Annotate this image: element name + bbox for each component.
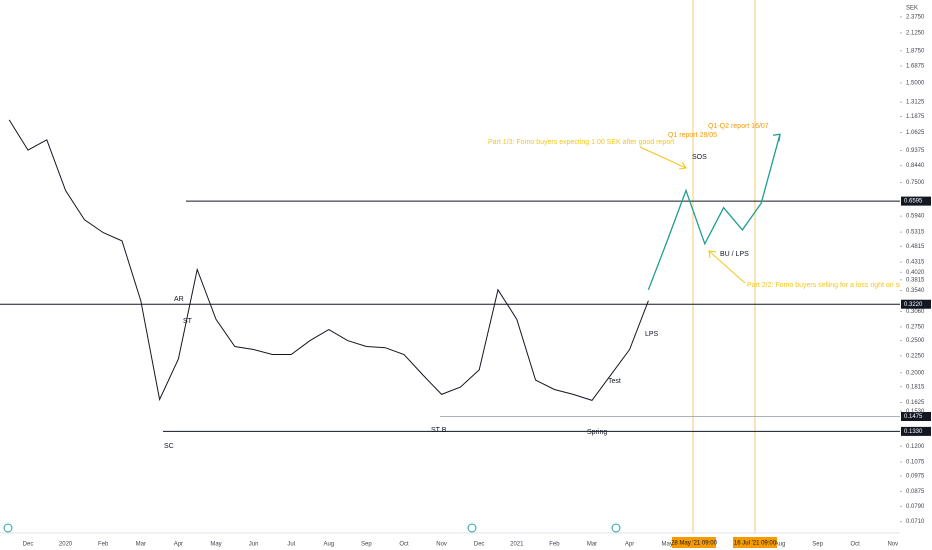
- y-tick-label: 1.6875: [906, 64, 925, 70]
- y-tick-label: 1.1875: [906, 114, 925, 120]
- y-tick-label: 0.0875: [906, 489, 925, 495]
- x-tick-label: Oct: [399, 542, 409, 548]
- y-tick-label: 0.9375: [906, 148, 925, 154]
- arrow-head: [708, 250, 717, 259]
- y-tick-label: 1.8750: [906, 48, 925, 54]
- x-tick-label: Oct: [851, 542, 861, 548]
- y-tick-label: 1.3125: [906, 100, 925, 106]
- annotation: Q1 report 28/05: [668, 132, 717, 139]
- y-tick-label: 1.0625: [906, 130, 925, 136]
- x-tick-label: Nov: [436, 542, 447, 548]
- x-tick-label: Mar: [136, 542, 146, 548]
- x-tick-label: Aug: [775, 542, 786, 548]
- x-tick-label: Aug: [323, 542, 334, 548]
- y-tick-label: 0.2000: [906, 370, 925, 376]
- x-tick-label: Sep: [361, 542, 372, 548]
- x-tick-label: Sep: [812, 542, 823, 548]
- arrow-head: [772, 133, 781, 142]
- y-tick-label: 0.4020: [906, 270, 925, 276]
- currency: SEK: [906, 6, 918, 12]
- y-tick-label: 0.0975: [906, 474, 925, 480]
- level-label: 0.1475: [904, 414, 923, 420]
- date-label: 16 Jul '21 09:00: [734, 541, 777, 547]
- y-tick-label: 0.1200: [906, 444, 925, 450]
- x-tick-label: Jul: [287, 542, 295, 548]
- annotation: ST B: [431, 427, 447, 434]
- event-icon[interactable]: [611, 523, 621, 533]
- y-tick-label: 0.3540: [906, 288, 925, 294]
- y-tick-label: 0.0710: [906, 519, 925, 525]
- date-box: [733, 537, 777, 548]
- arrow: [708, 250, 746, 284]
- clip: Part 2/2: Fomo buyers selling for a loss…: [747, 282, 919, 289]
- event-icon[interactable]: [467, 523, 477, 533]
- y-tick-label: 0.2500: [906, 338, 925, 344]
- y-tick-label: 0.3060: [906, 309, 925, 315]
- x-tick-label: 2020: [59, 542, 73, 548]
- price-line: [8, 119, 649, 402]
- annotation: Part 2/2: Fomo buyers selling for a loss…: [747, 282, 919, 289]
- x-tick-label: Nov: [887, 542, 898, 548]
- price-line: [647, 134, 781, 291]
- y-tick-label: 0.0790: [906, 504, 925, 510]
- annotation: LPS: [645, 331, 659, 338]
- y-tick-label: 0.3815: [906, 277, 925, 283]
- y-tick-label: 0.4315: [906, 260, 925, 266]
- y-tick-label: 2.1250: [906, 30, 925, 36]
- level-box: [901, 426, 931, 436]
- level-label: 0.3220: [904, 302, 923, 308]
- x-tick-label: Feb: [98, 542, 109, 548]
- y-tick-label: 1.5000: [906, 81, 925, 87]
- annotation: SC: [164, 443, 174, 450]
- annotation: SOS: [692, 154, 707, 161]
- x-tick-label: Mar: [587, 542, 597, 548]
- date-box: [672, 537, 716, 548]
- x-tick-label: Jun: [249, 542, 259, 548]
- y-tick-label: 0.2250: [906, 353, 925, 359]
- annotation: Part 1/3: Fomo buyers expecting 1.00 SEK…: [488, 139, 674, 146]
- y-tick-label: 0.1815: [906, 384, 925, 390]
- y-tick-label: 0.5940: [906, 214, 925, 220]
- y-tick-label: 0.1625: [906, 400, 925, 406]
- y-tick-label: 2.3750: [906, 14, 925, 20]
- arrow: [639, 146, 687, 169]
- arrow-head: [678, 161, 687, 170]
- x-tick-label: Feb: [549, 542, 560, 548]
- annotation: AR: [174, 296, 184, 303]
- y-tick-label: 0.1530: [906, 409, 925, 415]
- x-tick-label: Dec: [474, 542, 485, 548]
- event-icon[interactable]: [3, 523, 13, 533]
- annotation: ST: [183, 318, 193, 325]
- x-tick-label: May: [210, 542, 221, 548]
- x-tick-label: 2021: [510, 542, 524, 548]
- date-label: 28 May '21 09:00: [671, 541, 718, 547]
- y-tick-label: 0.7500: [906, 180, 925, 186]
- x-tick-label: May: [662, 542, 673, 548]
- x-tick-label: Apr: [625, 542, 634, 548]
- level-box: [901, 412, 931, 422]
- y-tick-label: 0.4815: [906, 244, 925, 250]
- y-tick-label: 0.1075: [906, 460, 925, 466]
- annotation: Spring: [587, 429, 607, 436]
- annotation: Test: [608, 378, 621, 385]
- y-tick-label: 0.8440: [906, 163, 925, 169]
- x-tick-label: Dec: [23, 542, 34, 548]
- x-tick-label: Apr: [174, 542, 183, 548]
- level-label: 0.1330: [904, 429, 923, 435]
- level-label: 0.6595: [904, 199, 923, 205]
- y-tick-label: 0.5315: [906, 230, 925, 236]
- level-box: [901, 196, 931, 206]
- annotation: BU / LPS: [720, 251, 749, 258]
- annotation: Q1-Q2 report 16/07: [708, 123, 769, 130]
- y-tick-label: 0.2750: [906, 324, 925, 330]
- level-box: [901, 299, 931, 309]
